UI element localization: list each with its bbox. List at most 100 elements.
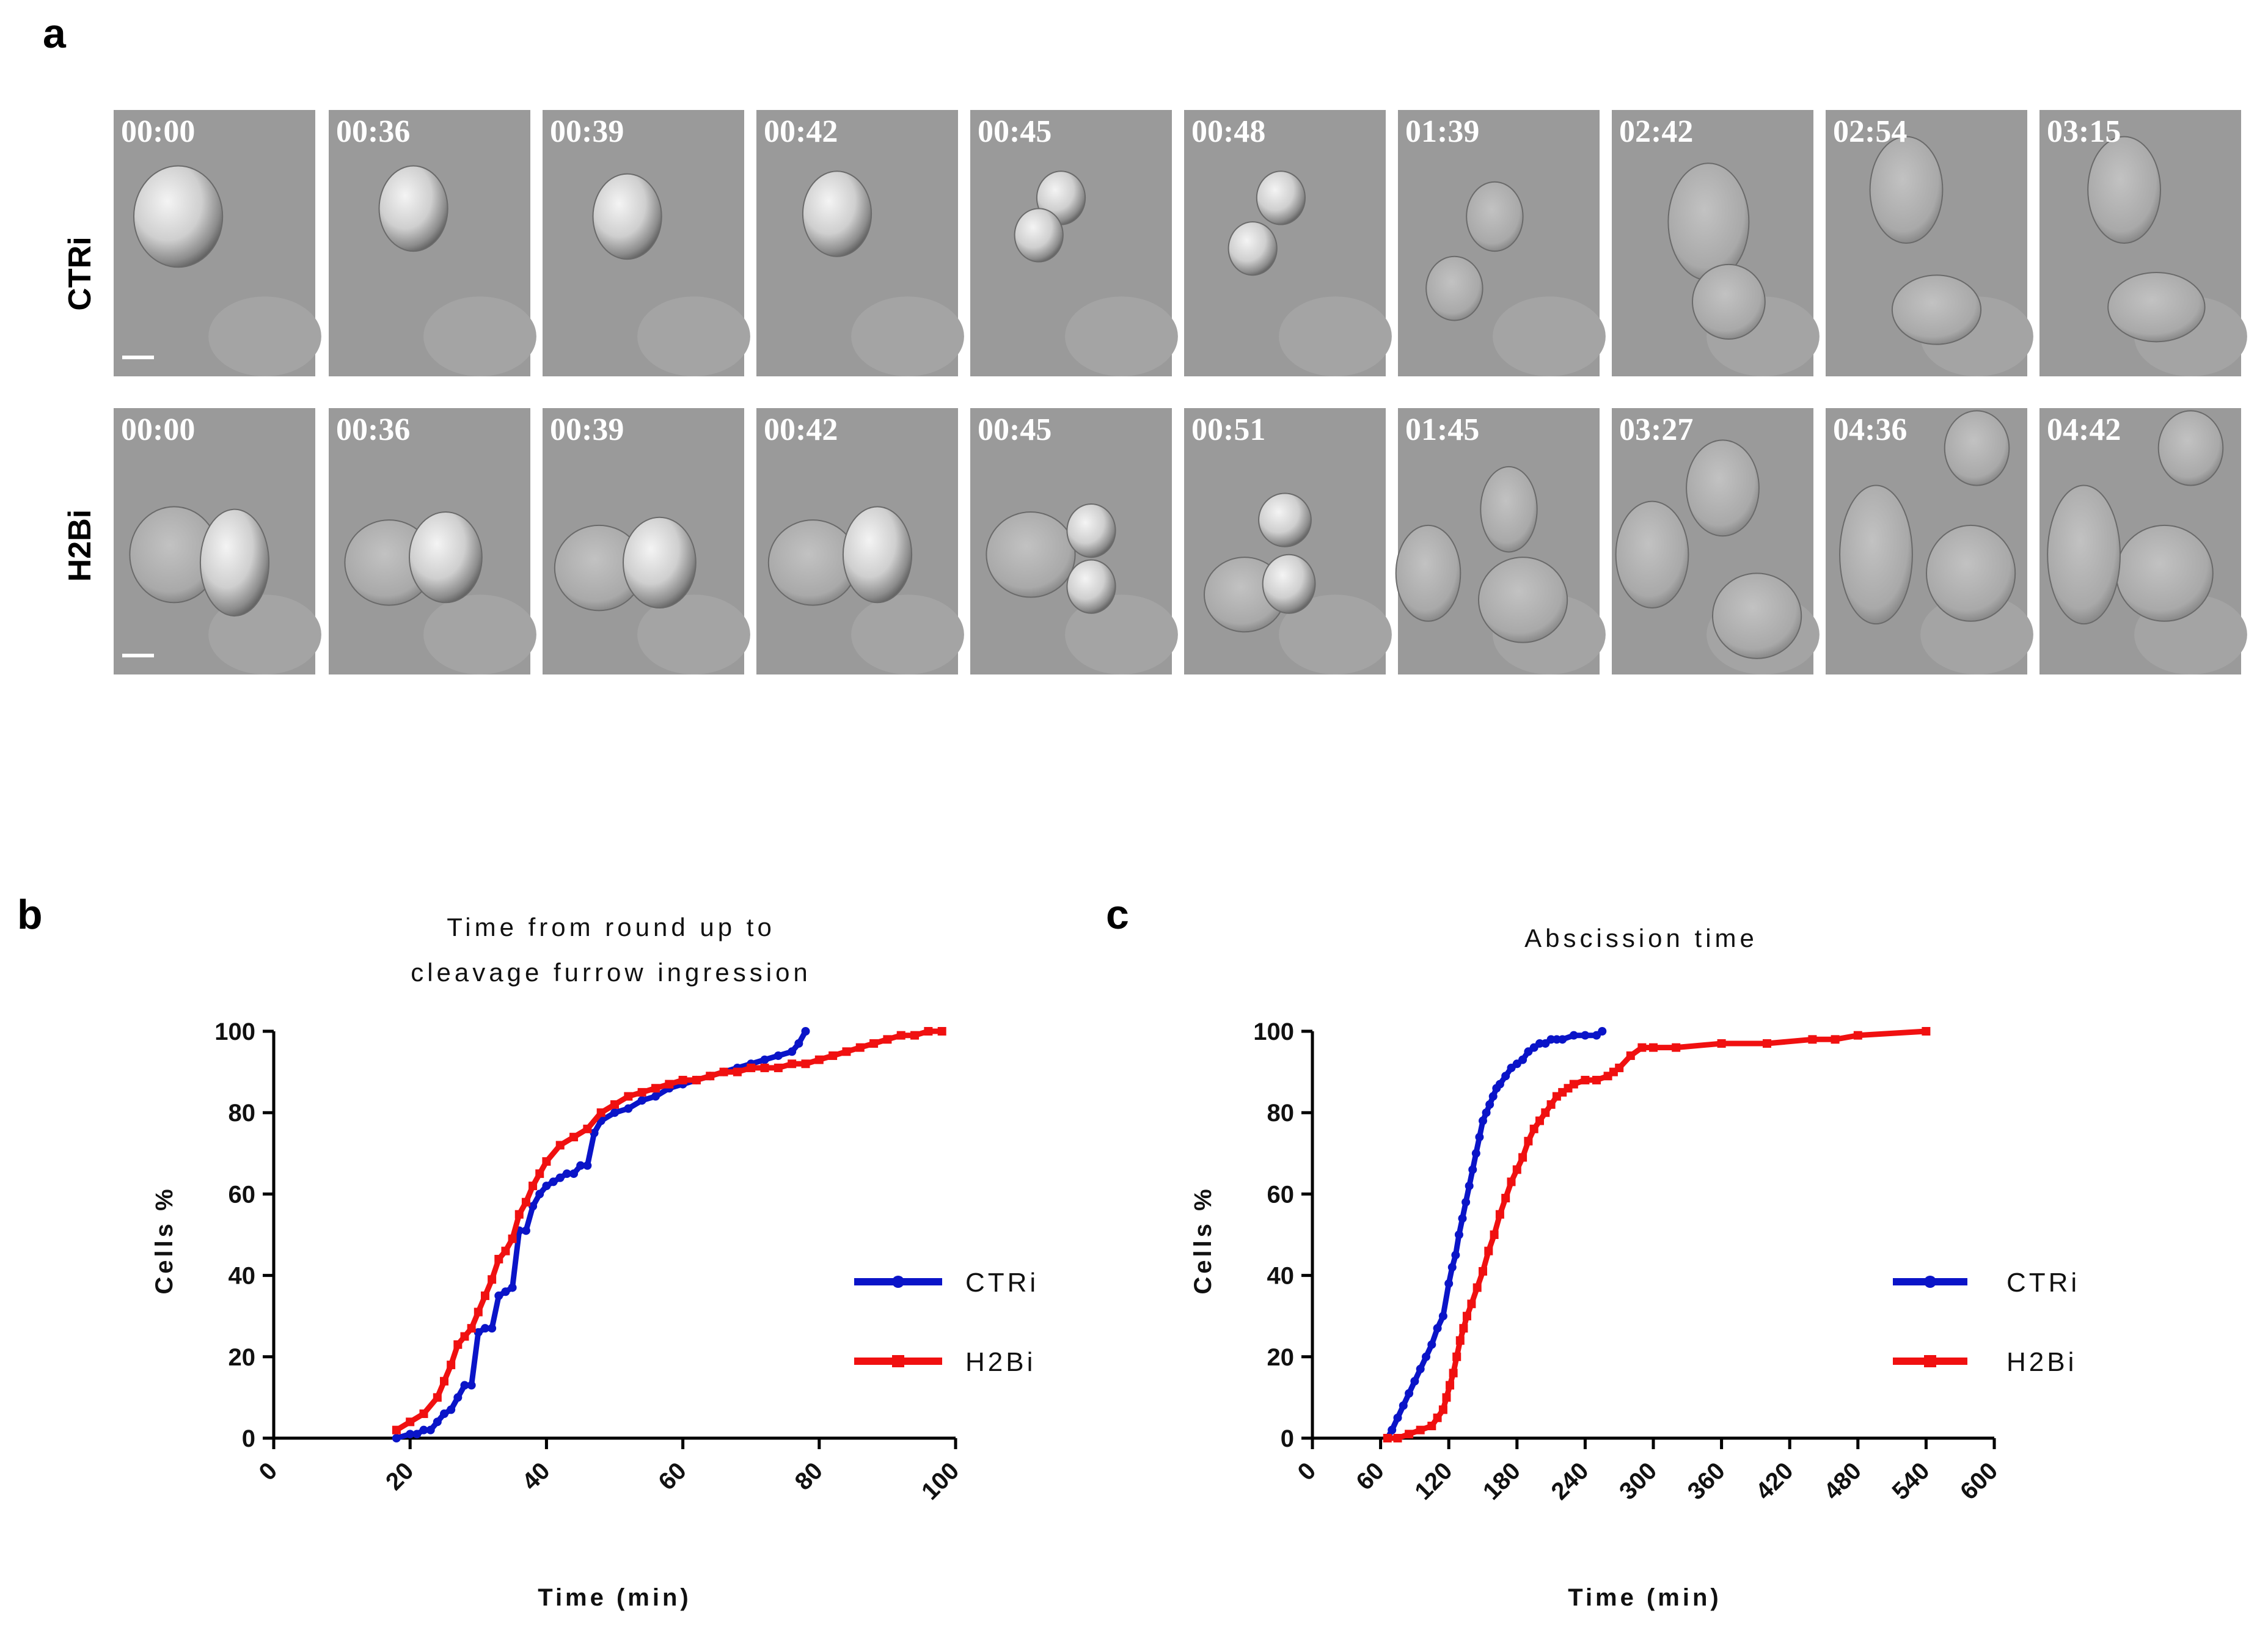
chart-b-point-ctri: [576, 1161, 585, 1170]
background-cell: [637, 296, 750, 376]
legend-b-h2bi-label: H2Bi: [965, 1347, 1036, 1377]
scale-bar: [122, 356, 154, 359]
scale-bar: [122, 654, 154, 657]
legend-b-ctri-marker: [892, 1276, 904, 1288]
chart-b-point-h2bi: [747, 1063, 756, 1072]
frame-h2bi-8: 04:36: [1826, 408, 2033, 674]
chart-b-point-ctri: [637, 1096, 646, 1105]
cell: [1944, 410, 2010, 486]
chart-c-point-h2bi: [1649, 1043, 1658, 1052]
chart-b-point-ctri: [406, 1430, 415, 1439]
timestamp: 00:00: [121, 114, 195, 149]
chart-b-point-h2bi: [733, 1067, 742, 1076]
chart-b-point-ctri: [651, 1092, 660, 1101]
background-cell: [851, 296, 964, 376]
chart-b-point-h2bi: [406, 1417, 415, 1427]
timestamp: 00:39: [550, 412, 624, 447]
cell: [409, 511, 483, 604]
legend-b-ctri-label: CTRi: [965, 1268, 1039, 1298]
chart-c-point-h2bi: [1427, 1422, 1436, 1431]
chart-b-point-h2bi: [801, 1059, 810, 1069]
chart-c-point-ctri: [1433, 1324, 1442, 1333]
chart-b-point-h2bi: [392, 1425, 401, 1434]
chart-b-title-line2: cleavage furrow ingression: [411, 958, 811, 987]
chart-c-ytick-label: 80: [1267, 1100, 1295, 1127]
chart-c-xtick-label: 120: [1410, 1457, 1457, 1505]
cell: [1395, 524, 1461, 622]
chart-c-axes: 0 20 40 60 80 100 0 60 120 180 240 300 360 420 480 540 6…: [1253, 1018, 2003, 1505]
chart-b-point-h2bi: [480, 1291, 489, 1300]
chart-c-point-ctri: [1488, 1092, 1498, 1101]
chart-b-point-h2bi: [774, 1063, 783, 1072]
chart-b-ylabel: Cells %: [151, 1186, 178, 1294]
background-cell: [208, 296, 321, 376]
timestamp: 00:48: [1191, 114, 1265, 149]
chart-c-point-h2bi: [1535, 1116, 1544, 1125]
chart-c-point-h2bi: [1615, 1063, 1624, 1072]
chart-b-xlabel: Time (min): [538, 1584, 692, 1611]
chart-b-legend: CTRi H2Bi: [854, 1268, 1039, 1377]
chart-b-point-ctri: [501, 1287, 510, 1296]
row-label-h2bi: H2Bi: [62, 510, 98, 582]
timestamp: 04:36: [1833, 412, 1907, 447]
chart-b-point-h2bi: [883, 1035, 892, 1044]
chart-c-xtick-label: 0: [1293, 1457, 1322, 1486]
chart-c-point-ctri: [1465, 1182, 1474, 1191]
background-cell: [1279, 594, 1392, 674]
chart-b-point-h2bi: [521, 1197, 530, 1207]
chart-b-point-h2bi: [651, 1084, 660, 1093]
cell: [1839, 484, 1913, 625]
chart-c-point-h2bi: [1507, 1177, 1516, 1186]
chart-c-point-h2bi: [1433, 1413, 1442, 1422]
chart-c-point-h2bi: [1581, 1075, 1590, 1084]
cell: [1692, 263, 1766, 340]
chart-c-point-h2bi: [1449, 1369, 1458, 1378]
chart-c-point-ctri: [1399, 1401, 1408, 1410]
frame-ctri-1: 00:36: [329, 110, 536, 376]
cell: [2047, 484, 2121, 625]
chart-b-xtick-label: 100: [916, 1457, 964, 1505]
chart-c-point-ctri: [1388, 1425, 1397, 1434]
timestamp: 00:00: [121, 412, 195, 447]
chart-c-ylabel: Cells %: [1190, 1186, 1216, 1294]
chart-b-point-ctri: [480, 1324, 489, 1333]
background-cell: [1065, 594, 1178, 674]
chart-b-point-ctri: [488, 1324, 497, 1333]
frame-h2bi-5: 00:51: [1184, 408, 1392, 674]
cell: [1712, 572, 1802, 659]
chart-c-point-h2bi: [1467, 1299, 1476, 1309]
timestamp: 03:27: [1619, 412, 1693, 447]
chart-b-ytick-label: 80: [229, 1100, 256, 1127]
cell: [1425, 255, 1483, 321]
cell: [1066, 559, 1116, 614]
timestamp: 00:42: [764, 412, 838, 447]
panel-label-a: a: [43, 10, 67, 57]
chart-b-point-h2bi: [937, 1027, 946, 1036]
frame-ctri-6: 01:39: [1398, 110, 1606, 376]
cell: [378, 165, 448, 252]
frame-h2bi-2: 00:39: [543, 408, 750, 674]
chart-c-point-h2bi: [1512, 1165, 1521, 1174]
chart-b-point-h2bi: [869, 1039, 879, 1048]
chart-c-ytick-label: 60: [1267, 1181, 1295, 1208]
chart-c-point-h2bi: [1524, 1136, 1533, 1146]
cell: [133, 165, 224, 268]
chart-c-ytick-label: 0: [1281, 1425, 1294, 1452]
background-cell: [1065, 296, 1178, 376]
cell: [842, 506, 913, 604]
timestamp: 00:42: [764, 114, 838, 149]
timestamp: 00:39: [550, 114, 624, 149]
chart-c-point-ctri: [1422, 1352, 1430, 1361]
cell: [592, 173, 662, 260]
chart-b-point-h2bi: [529, 1182, 538, 1191]
chart-b-point-h2bi: [624, 1092, 633, 1101]
chart-c-point-ctri: [1410, 1376, 1419, 1386]
frame-ctri-5: 00:48: [1184, 110, 1392, 376]
cell: [623, 516, 697, 609]
chart-b-point-ctri: [508, 1283, 517, 1292]
cell: [1256, 170, 1306, 225]
chart-c-point-ctri: [1479, 1116, 1487, 1125]
chart-b-ytick-label: 40: [229, 1263, 256, 1290]
chart-b-point-ctri: [453, 1393, 463, 1402]
